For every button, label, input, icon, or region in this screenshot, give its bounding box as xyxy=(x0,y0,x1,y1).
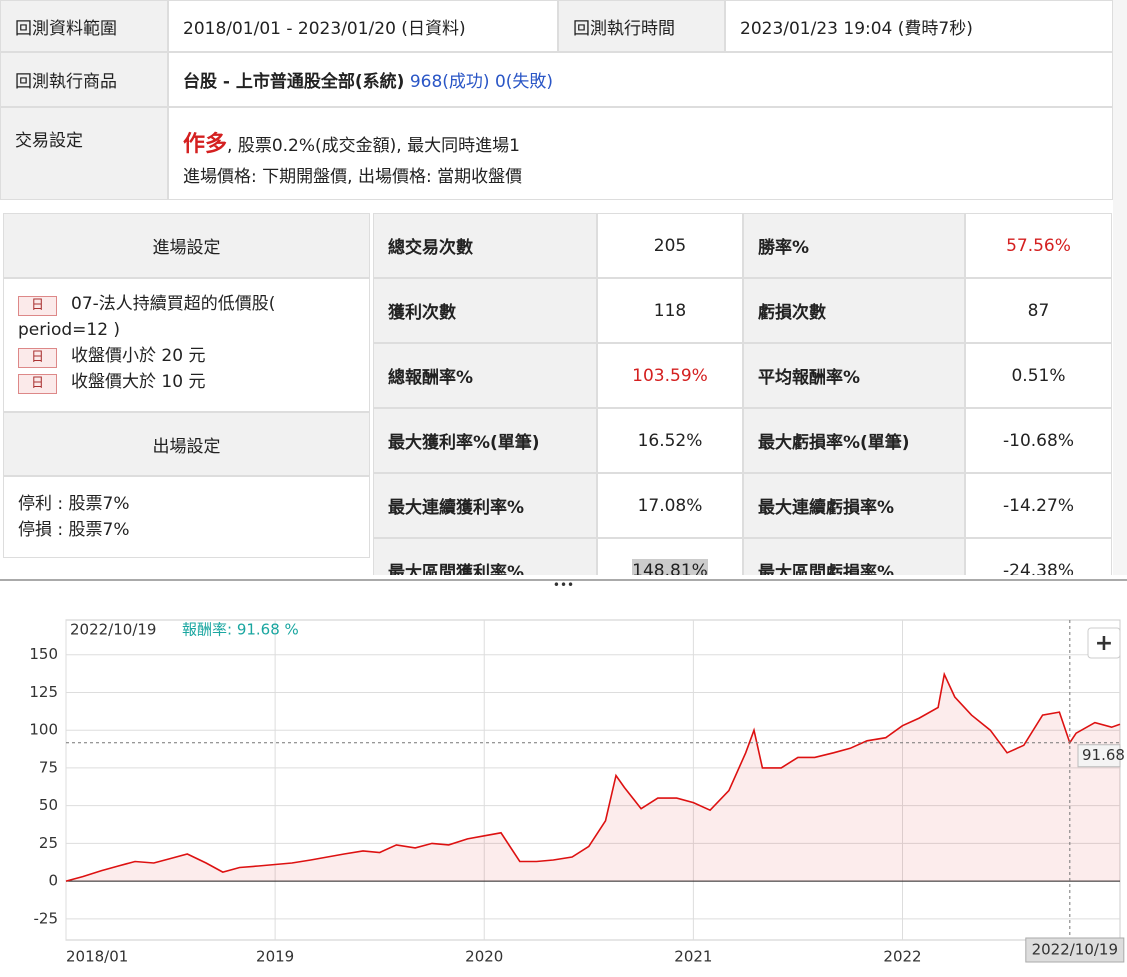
trade-line: 作多, 股票0.2%(成交金額), 最大同時進場1 xyxy=(183,126,1098,158)
stats-table: 總交易次數 205 勝率% 57.56% 獲利次數 118 虧損次數 87 總報酬率% 103.5… xyxy=(373,213,1112,575)
label: 回測執行時間 xyxy=(558,0,725,52)
y-tick-label: 25 xyxy=(39,834,58,852)
x-tick-label: 2019 xyxy=(256,948,294,966)
condition: 日 07-法人持續買超的低價股( period=12 ) xyxy=(18,291,355,343)
y-tick-label: 75 xyxy=(39,758,58,776)
stat-label: 獲利次數 xyxy=(373,278,597,343)
cursor-date: 2022/10/19 xyxy=(70,621,156,639)
y-tick-label: 150 xyxy=(29,645,58,663)
entry-title: 進場設定 xyxy=(3,213,370,278)
value: 2023/01/23 19:04 (費時7秒) xyxy=(725,0,1113,52)
price: 進場價格: 下期開盤價, 出場價格: 當期收盤價 xyxy=(183,167,523,187)
cursor-x-box xyxy=(1025,937,1125,963)
product: 台股 - 上市普通股全部(系統) xyxy=(183,72,405,92)
stat-label: 最大區間獲利率% xyxy=(373,538,597,575)
stat-label: 最大連續虧損率% xyxy=(743,473,965,538)
stat-value: 118 xyxy=(597,278,743,343)
condition: 日收盤價小於 20 元 xyxy=(18,343,355,369)
cursor-caption: 報酬率: 91.68 % xyxy=(182,621,299,639)
stat-value: 103.59% xyxy=(597,343,743,408)
condition-text: 07-法人持續買超的低價股( period=12 ) xyxy=(18,294,276,340)
value: 台股 - 上市普通股全部(系統) 968(成功) 0(失敗) xyxy=(168,52,1113,107)
stat-value: 16.52% xyxy=(597,408,743,473)
highlight: 148.81% xyxy=(632,558,708,575)
stat-value: 87 xyxy=(965,278,1112,343)
y-tick-label: 0 xyxy=(48,872,58,890)
line xyxy=(65,671,1121,882)
exit-title: 出場設定 xyxy=(3,412,370,476)
x-tick-label: 2018/01 xyxy=(66,948,128,966)
detail: , 股票0.2%(成交金額), 最大同時進場1 xyxy=(227,136,520,156)
stat-value: 0.51% xyxy=(965,343,1112,408)
stat-value: 17.08% xyxy=(597,473,743,538)
label: 回測資料範圍 xyxy=(0,0,168,52)
stat-value: 57.56% xyxy=(965,213,1112,278)
x-tick-label: 2020 xyxy=(465,948,503,966)
fail: 0(失敗) xyxy=(494,72,554,92)
condition-text: 收盤價大於 10 元 xyxy=(71,372,206,392)
x-tick-label: 2022 xyxy=(883,948,921,966)
stat-label: 總交易次數 xyxy=(373,213,597,278)
condition: 日收盤價大於 10 元 xyxy=(18,369,355,395)
tag: 日 xyxy=(18,374,58,394)
cursor-y-box xyxy=(1077,744,1121,768)
cursor-y-label: 91.68 xyxy=(1082,746,1125,764)
entry-conditions: 日 07-法人持續買超的低價股( period=12 ) 日收盤價小於 20 元日收… xyxy=(3,278,370,412)
zoom-button[interactable] xyxy=(1087,627,1121,659)
stat-value: -10.68% xyxy=(965,408,1112,473)
y-tick-label: 100 xyxy=(29,721,58,739)
y-tick-label: 125 xyxy=(29,683,58,701)
stat-label: 總報酬率% xyxy=(373,343,597,408)
zoom-icon[interactable]: + xyxy=(1095,631,1113,656)
stat-label: 最大區間虧損率% xyxy=(743,538,965,575)
y-tick-label: 50 xyxy=(39,796,58,814)
exit-line: 停利 : 股票7% xyxy=(18,494,130,514)
value: 作多, 股票0.2%(成交金額), 最大同時進場1 進場價格: 下期開盤價, 出場… xyxy=(168,107,1113,200)
condition-text: 收盤價小於 20 元 xyxy=(71,346,206,366)
stat-value: -14.27% xyxy=(965,473,1112,538)
stat-label: 最大獲利率%(單筆) xyxy=(373,408,597,473)
chart: -25 0 25 50 75 100 125 150 2018/01 2019 2020 2021 20… xyxy=(29,619,1125,966)
label: 交易設定 xyxy=(0,107,168,200)
cursor-x-label: 2022/10/19 xyxy=(1032,941,1118,959)
stat-label: 平均報酬率% xyxy=(743,343,965,408)
x-tick-label: 2021 xyxy=(674,948,712,966)
label: 回測執行商品 xyxy=(0,52,168,107)
splitter[interactable]: ••• xyxy=(0,579,1127,597)
stat-value: 148.81% xyxy=(597,538,743,575)
scrollbar[interactable] xyxy=(1113,0,1127,575)
tag: 日 xyxy=(18,296,58,316)
y-tick-label: -25 xyxy=(34,909,59,927)
stat-label: 最大連續獲利率% xyxy=(373,473,597,538)
stat-value: -24.38% xyxy=(965,538,1112,575)
value: 2018/01/01 - 2023/01/20 (日資料) xyxy=(168,0,558,52)
stat-label: 勝率% xyxy=(743,213,965,278)
stat-label: 虧損次數 xyxy=(743,278,965,343)
stat-label: 最大虧損率%(單筆) xyxy=(743,408,965,473)
success: 968(成功) xyxy=(409,72,490,92)
direction: 作多 xyxy=(183,132,228,157)
exit-conditions: 停利 : 股票7% 停損 : 股票7% xyxy=(3,476,370,558)
exit-line: 停損 : 股票7% xyxy=(18,520,130,540)
tag: 日 xyxy=(18,348,58,368)
stat-value: 205 xyxy=(597,213,743,278)
area xyxy=(66,674,1120,882)
